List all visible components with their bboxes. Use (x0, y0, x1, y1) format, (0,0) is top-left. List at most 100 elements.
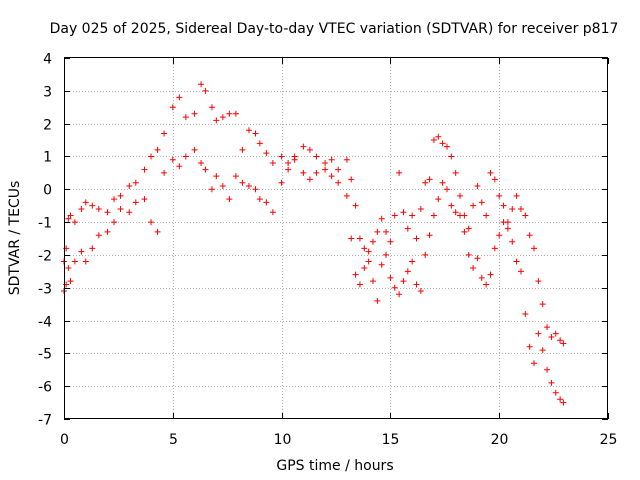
data-point (356, 281, 363, 288)
data-point (117, 192, 124, 199)
data-point (71, 258, 78, 265)
data-point (263, 199, 270, 206)
y-tick-label: -4 (38, 315, 52, 331)
data-point (67, 278, 74, 285)
x-tick-labels: 0 5 10 15 20 25 (60, 432, 617, 448)
y-tick-label: -2 (38, 249, 52, 265)
data-point (182, 153, 189, 160)
data-point (461, 228, 468, 235)
data-point (400, 278, 407, 285)
data-point (111, 196, 118, 203)
data-point (391, 212, 398, 219)
data-point (352, 271, 359, 278)
data-point (500, 202, 507, 209)
data-point (383, 228, 390, 235)
data-point (335, 166, 342, 173)
y-tick-label: -6 (38, 380, 52, 396)
data-point (232, 173, 239, 180)
data-point (483, 281, 490, 288)
data-point (300, 143, 307, 150)
data-point (448, 153, 455, 160)
data-point (278, 153, 285, 160)
data-point (322, 160, 329, 167)
data-point (430, 212, 437, 219)
data-markers (61, 81, 567, 406)
data-point (161, 130, 168, 137)
data-point (465, 251, 472, 258)
data-point (300, 169, 307, 176)
data-point (387, 238, 394, 245)
data-point (245, 182, 252, 189)
data-point (78, 248, 85, 255)
data-point (132, 199, 139, 206)
data-point (361, 245, 368, 252)
data-point (219, 114, 226, 121)
y-tick-label: -7 (38, 413, 52, 429)
data-point (256, 140, 263, 147)
data-point (306, 146, 313, 153)
data-point (132, 179, 139, 186)
data-point (369, 238, 376, 245)
data-point (126, 182, 133, 189)
data-point (531, 245, 538, 252)
data-point (487, 169, 494, 176)
data-point (426, 232, 433, 239)
data-point (148, 153, 155, 160)
data-point (95, 232, 102, 239)
y-tick-label: 3 (43, 85, 52, 101)
data-point (443, 186, 450, 193)
data-point (176, 163, 183, 170)
data-point (198, 81, 205, 88)
plot-frame (64, 57, 608, 419)
data-point (169, 104, 176, 111)
data-point (365, 258, 372, 265)
data-point (413, 235, 420, 242)
data-point (531, 360, 538, 367)
data-point (348, 176, 355, 183)
y-tick-label: -3 (38, 282, 52, 298)
data-point (465, 225, 472, 232)
data-point (517, 268, 524, 275)
data-point (557, 337, 564, 344)
data-point (208, 104, 215, 111)
data-point (396, 169, 403, 176)
data-point (535, 330, 542, 337)
data-point (365, 248, 372, 255)
data-point (226, 110, 233, 117)
data-point (400, 209, 407, 216)
data-point (161, 169, 168, 176)
data-point (239, 146, 246, 153)
data-point (65, 265, 72, 272)
data-point (548, 379, 555, 386)
data-point (182, 114, 189, 121)
data-point (213, 173, 220, 180)
data-point (169, 156, 176, 163)
data-point (413, 281, 420, 288)
data-point (513, 192, 520, 199)
data-point (448, 202, 455, 209)
data-point (552, 389, 559, 396)
data-point (452, 169, 459, 176)
data-point (141, 166, 148, 173)
data-point (396, 291, 403, 298)
data-point (483, 212, 490, 219)
data-point (95, 205, 102, 212)
data-point (491, 176, 498, 183)
data-point (439, 140, 446, 147)
data-point (89, 245, 96, 252)
data-point (361, 265, 368, 272)
data-point (539, 347, 546, 354)
x-axis-label: GPS time / hours (276, 458, 393, 474)
data-point (278, 179, 285, 186)
x-tick-label: 10 (274, 432, 292, 448)
data-point (409, 212, 416, 219)
data-point (219, 182, 226, 189)
data-point (148, 219, 155, 226)
series-upper-track (61, 81, 567, 347)
data-point (426, 176, 433, 183)
data-point (374, 228, 381, 235)
data-point (369, 278, 376, 285)
data-point (202, 166, 209, 173)
data-point (513, 258, 520, 265)
